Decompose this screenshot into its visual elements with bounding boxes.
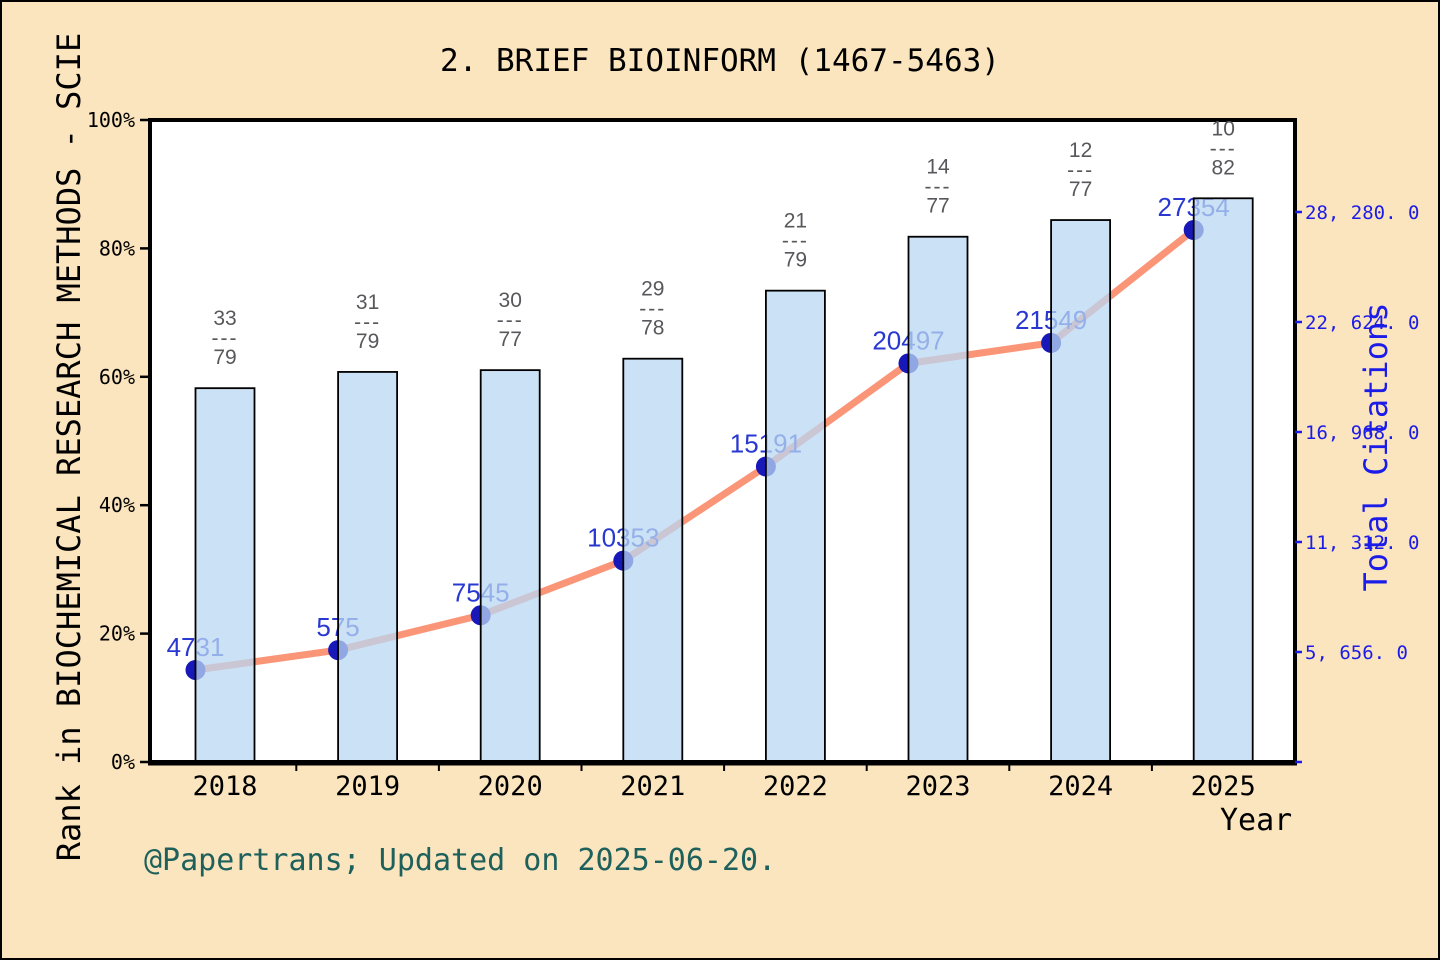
right-axis-tick-label: 16, 968. 0 [1305, 422, 1419, 444]
left-axis-tick-label: 20% [99, 622, 135, 646]
rank-fraction-denominator-2020: 77 [499, 328, 522, 351]
rank-fraction-bar: --- [925, 176, 952, 199]
left-axis-tick-label: 40% [99, 493, 135, 517]
x-axis-year-label-2024: 2024 [1048, 771, 1113, 802]
rank-fraction-numerator-2023: 14 [926, 156, 950, 179]
x-axis-year-label-2018: 2018 [192, 771, 257, 802]
rank-fraction-denominator-2021: 78 [641, 317, 664, 340]
rank-fraction-numerator-2025: 10 [1212, 117, 1235, 140]
x-axis-year-label-2020: 2020 [478, 771, 543, 802]
rank-fraction-denominator-2025: 82 [1212, 156, 1235, 179]
right-axis-tick-label: 28, 280. 0 [1305, 202, 1419, 224]
rank-fraction-denominator-2023: 77 [926, 195, 949, 218]
right-axis-tick-label: 22, 624. 0 [1305, 312, 1419, 334]
rank-fraction-denominator-2024: 77 [1069, 178, 1092, 201]
left-axis-tick-label: 80% [99, 236, 135, 260]
rank-fraction-numerator-2020: 30 [499, 289, 522, 312]
rank-bar-2024 [1050, 219, 1111, 763]
rank-bar-2025 [1192, 197, 1254, 763]
x-axis-year-label-2019: 2019 [335, 771, 400, 802]
rank-bar-2022 [765, 289, 826, 763]
x-axis-year-label-2023: 2023 [905, 771, 970, 802]
rank-fraction-numerator-2022: 21 [784, 210, 807, 233]
rank-fraction-bar: --- [1067, 159, 1094, 182]
rank-fraction-denominator-2022: 79 [784, 249, 807, 272]
rank-bar-2019 [337, 371, 399, 763]
rank-fraction-bar: --- [782, 230, 809, 253]
rank-fraction-bar: --- [1210, 137, 1237, 160]
watermark-updated-text: @Papertrans; Updated on 2025-06-20. [144, 843, 777, 878]
x-axis-title: Year [1220, 803, 1293, 838]
rank-bar-2023 [907, 235, 969, 763]
rank-fraction-bar: --- [497, 309, 524, 332]
rank-fraction-bar: --- [639, 298, 666, 321]
rank-fraction-bar: --- [354, 311, 381, 334]
left-axis-tick-label: 0% [111, 750, 135, 774]
chart-title: 2. BRIEF BIOINFORM (1467-5463) [440, 43, 1000, 79]
right-axis-tick-label: 5, 656. 0 [1305, 642, 1408, 664]
rank-bar-2020 [479, 369, 541, 763]
plot-background [150, 120, 1295, 762]
rank-fraction-numerator-2021: 29 [641, 278, 664, 301]
right-axis-tick-label: 11, 312. 0 [1305, 532, 1419, 554]
rank-bar-2021 [622, 357, 684, 763]
rank-fraction-denominator-2019: 79 [356, 330, 379, 353]
rank-fraction-denominator-2018: 79 [213, 346, 236, 369]
rank-fraction-bar: --- [212, 327, 239, 350]
left-axis-tick-label: 60% [99, 365, 135, 389]
rank-fraction-numerator-2024: 12 [1069, 139, 1092, 162]
rank-fraction-numerator-2019: 31 [356, 291, 379, 314]
left-axis-tick-label: 100% [87, 108, 135, 132]
rank-bar-2018 [194, 387, 256, 763]
x-axis-year-label-2025: 2025 [1191, 771, 1256, 802]
rank-fraction-numerator-2018: 33 [213, 307, 236, 330]
x-axis-year-label-2021: 2021 [620, 771, 685, 802]
x-axis-year-label-2022: 2022 [763, 771, 828, 802]
